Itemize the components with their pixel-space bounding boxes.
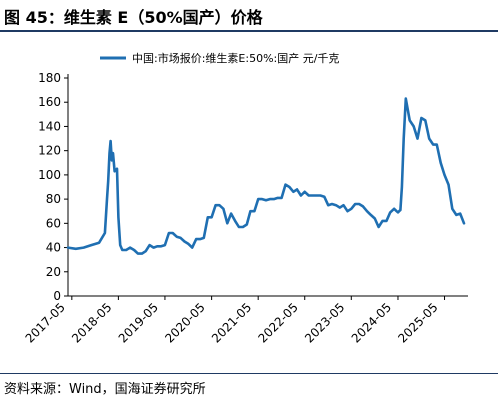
x-tick-label: 2019-05 — [116, 300, 161, 345]
source-note: 资料来源：Wind，国海证券研究所 — [4, 382, 206, 397]
y-tick-label: 140 — [38, 119, 61, 133]
series-line — [66, 97, 466, 255]
y-tick-label: 20 — [46, 265, 61, 279]
y-tick-label: 100 — [38, 168, 61, 182]
x-tick-label: 2022-05 — [256, 300, 301, 345]
x-tick-label: 2020-05 — [162, 300, 207, 345]
y-axis: 0 20 40 60 80 100 120 140 160 180 — [38, 71, 69, 303]
x-axis: 2017-05 2018-05 2019-05 2020-05 2021-05 2022-… — [23, 295, 468, 346]
y-tick-label: 80 — [46, 192, 61, 206]
x-tick-label: 2018-05 — [69, 300, 114, 345]
figure-title: 图 45：维生素 E（50%国产）价格 — [4, 8, 263, 27]
x-tick-label: 2021-05 — [209, 300, 254, 345]
y-tick-label: 120 — [38, 144, 61, 158]
line-chart: 中国:市场报价:维生素E:50%:国产 元/千克 0 20 40 60 80 100 120… — [23, 51, 468, 346]
plot-area — [66, 97, 466, 255]
x-tick-label: 2025-05 — [395, 300, 440, 345]
legend: 中国:市场报价:维生素E:50%:国产 元/千克 — [100, 51, 339, 65]
y-tick-label: 0 — [53, 289, 61, 303]
top-rule — [0, 30, 498, 32]
y-tick-label: 180 — [38, 71, 61, 85]
x-tick-label: 2024-05 — [349, 300, 394, 345]
x-tick-label: 2023-05 — [302, 300, 347, 345]
bottom-rule — [0, 373, 498, 374]
y-tick-label: 40 — [46, 241, 61, 255]
legend-label: 中国:市场报价:维生素E:50%:国产 元/千克 — [132, 51, 339, 65]
x-tick-label: 2017-05 — [23, 300, 68, 345]
y-tick-label: 60 — [46, 216, 61, 230]
y-tick-label: 160 — [38, 95, 61, 109]
